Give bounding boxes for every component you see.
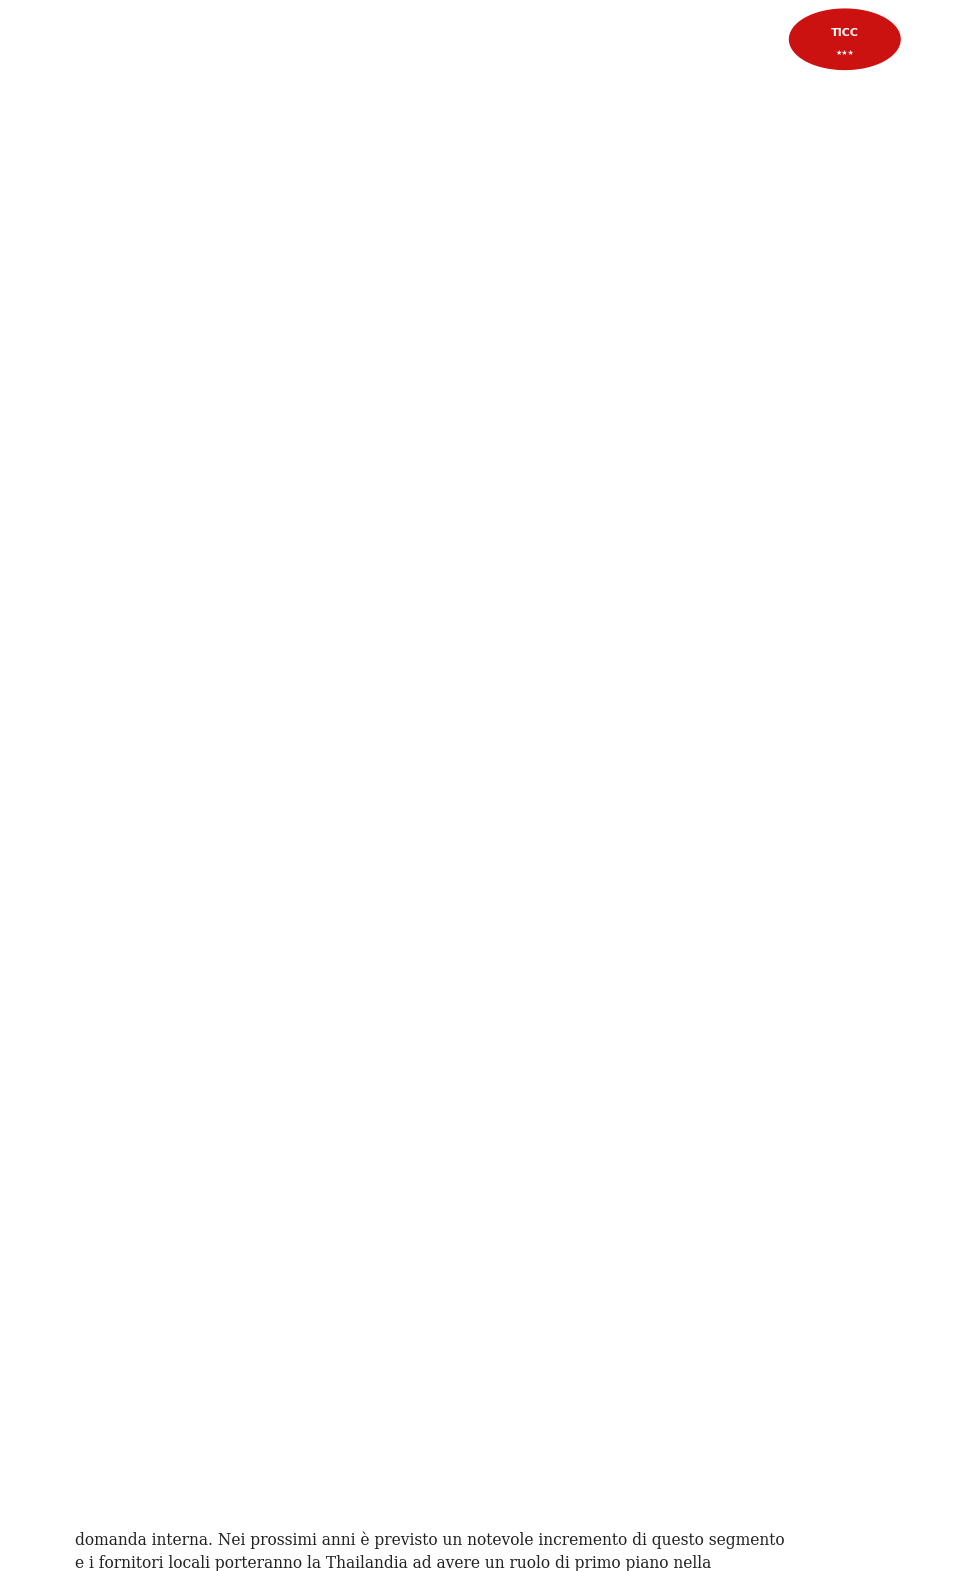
Text: TICC: TICC: [830, 28, 859, 38]
Text: e i fornitori locali porteranno la Thailandia ad avere un ruolo di primo piano n: e i fornitori locali porteranno la Thail…: [75, 1554, 711, 1571]
Text: domanda interna. Nei prossimi anni è previsto un notevole incremento di questo s: domanda interna. Nei prossimi anni è pre…: [75, 1532, 784, 1549]
Text: ★★★: ★★★: [835, 50, 854, 57]
Polygon shape: [789, 9, 900, 69]
